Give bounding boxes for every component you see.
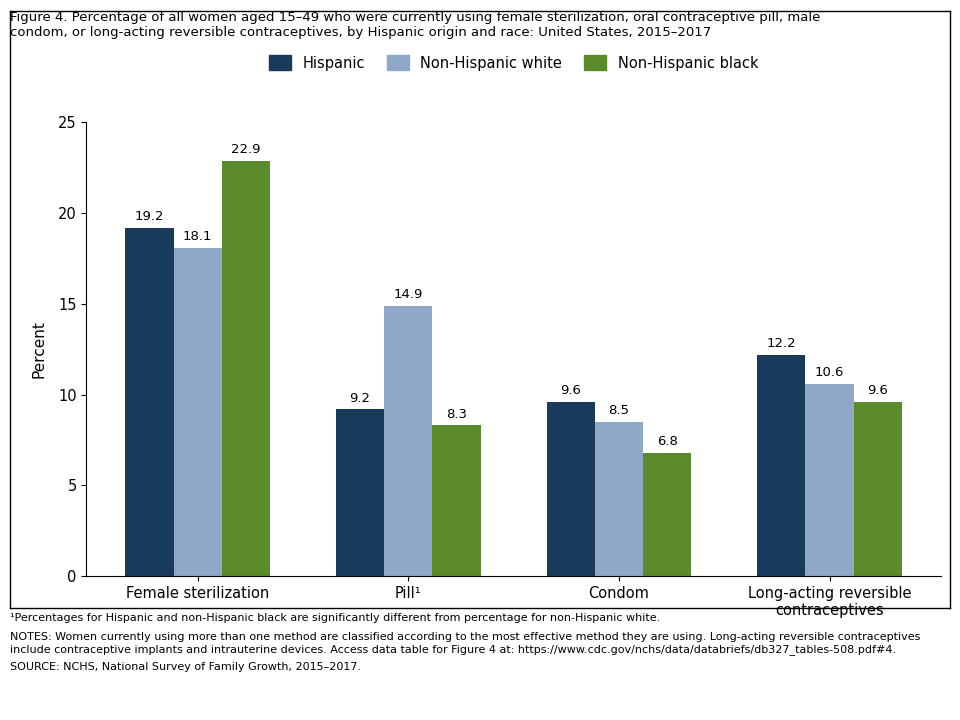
Legend: Hispanic, Non-Hispanic white, Non-Hispanic black: Hispanic, Non-Hispanic white, Non-Hispan… [262,48,765,78]
Text: 22.9: 22.9 [231,143,261,156]
Text: 9.6: 9.6 [561,384,581,397]
Text: NOTES: Women currently using more than one method are classified according to th: NOTES: Women currently using more than o… [10,632,920,654]
Text: 12.2: 12.2 [766,337,796,350]
Bar [805,384,853,576]
Text: SOURCE: NCHS, National Survey of Family Growth, 2015–2017.: SOURCE: NCHS, National Survey of Family … [10,662,361,672]
Bar [384,306,432,576]
Bar [174,248,222,576]
Bar [336,409,384,576]
Text: 8.3: 8.3 [446,408,468,421]
Bar [595,422,643,576]
Y-axis label: Percent: Percent [32,320,47,378]
Bar [432,426,481,576]
Text: 18.1: 18.1 [183,230,212,243]
Text: 9.2: 9.2 [349,392,371,405]
Bar [125,228,174,576]
Bar [546,402,595,576]
Bar [757,355,805,576]
Bar [222,161,270,576]
Bar [853,402,902,576]
Text: Figure 4. Percentage of all women aged 15–49 who were currently using female ste: Figure 4. Percentage of all women aged 1… [10,11,820,39]
Text: 14.9: 14.9 [394,288,423,301]
Text: 10.6: 10.6 [815,366,844,379]
Text: 8.5: 8.5 [609,404,630,418]
Text: 19.2: 19.2 [134,210,164,223]
Text: 6.8: 6.8 [657,435,678,448]
Text: ¹Percentages for Hispanic and non-Hispanic black are significantly different fro: ¹Percentages for Hispanic and non-Hispan… [10,613,660,624]
Text: 9.6: 9.6 [868,384,888,397]
Bar [643,453,691,576]
